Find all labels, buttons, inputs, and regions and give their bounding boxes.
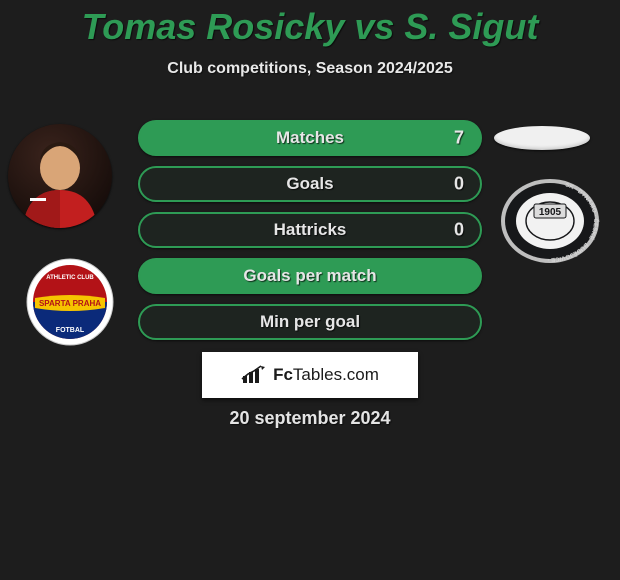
avatar-placeholder-icon [8, 124, 112, 228]
bar-row-hattricks: Hattricks 0 [138, 212, 482, 248]
bar-goals-per-match: Goals per match [138, 258, 482, 294]
player-right-club-crest: 1905 SK · DYNAMO · ČESKÉ · BUDĚJOVICE · [500, 178, 600, 264]
bar-goals: Goals 0 [138, 166, 482, 202]
bar-matches: Matches 7 [138, 120, 482, 156]
watermark-prefix: Fc [273, 365, 293, 384]
bar-label: Matches [276, 128, 344, 148]
bar-value: 0 [454, 220, 464, 241]
bar-row-goals-per-match: Goals per match [138, 258, 482, 294]
watermark-suffix: Tables.com [293, 365, 379, 384]
svg-text:SPARTA PRAHA: SPARTA PRAHA [39, 299, 101, 308]
dynamo-crest-icon: 1905 SK · DYNAMO · ČESKÉ · BUDĚJOVICE · [500, 178, 600, 264]
bar-row-min-per-goal: Min per goal [138, 304, 482, 340]
bar-label: Goals per match [243, 266, 376, 286]
bar-row-matches: Matches 7 [138, 120, 482, 156]
bar-label: Min per goal [260, 312, 360, 332]
bar-value: 0 [454, 174, 464, 195]
crest-year: 1905 [539, 207, 562, 218]
page-title: Tomas Rosicky vs S. Sigut [0, 0, 620, 48]
player-right-avatar [494, 126, 590, 150]
sparta-crest-icon: ATHLETIC CLUB SPARTA PRAHA FOTBAL [26, 258, 114, 346]
bar-label: Hattricks [274, 220, 347, 240]
player-left-avatar [8, 124, 112, 228]
svg-text:FOTBAL: FOTBAL [56, 327, 85, 334]
stats-bars: Matches 7 Goals 0 Hattricks 0 Goals per … [138, 120, 482, 350]
bar-hattricks: Hattricks 0 [138, 212, 482, 248]
chart-icon [241, 365, 267, 385]
bar-label: Goals [286, 174, 333, 194]
watermark-text: FcTables.com [273, 365, 379, 385]
watermark: FcTables.com [202, 352, 418, 398]
page-subtitle: Club competitions, Season 2024/2025 [0, 60, 620, 78]
date: 20 september 2024 [0, 408, 620, 429]
bar-value: 7 [454, 128, 464, 149]
infographic-root: Tomas Rosicky vs S. Sigut Club competiti… [0, 0, 620, 580]
svg-text:ATHLETIC CLUB: ATHLETIC CLUB [46, 275, 94, 281]
player-left-club-crest: ATHLETIC CLUB SPARTA PRAHA FOTBAL [26, 258, 114, 346]
bar-min-per-goal: Min per goal [138, 304, 482, 340]
bar-row-goals: Goals 0 [138, 166, 482, 202]
